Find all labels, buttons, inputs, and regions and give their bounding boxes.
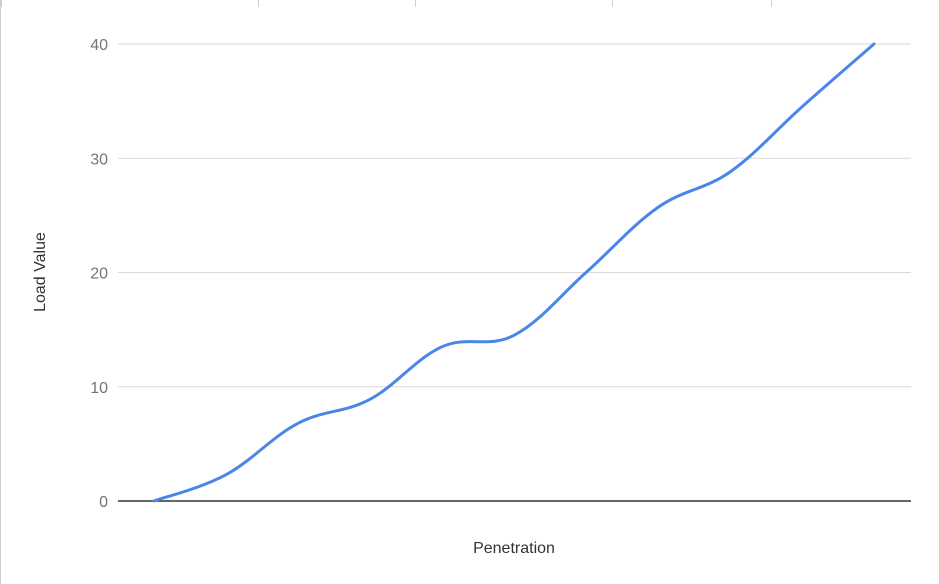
y-axis-tick-labels: 0 10 20 30 40	[90, 37, 108, 511]
y-tick-label: 0	[99, 494, 108, 511]
series-line	[152, 42, 876, 503]
grid-lines	[118, 43, 911, 388]
y-axis-title: Load Value	[32, 232, 49, 312]
y-tick-label: 10	[90, 380, 108, 397]
y-tick-label: 30	[90, 151, 108, 168]
x-axis-title: Penetration	[473, 540, 555, 557]
y-tick-label: 20	[90, 266, 108, 283]
top-tick-marks	[1, 0, 772, 7]
y-tick-label: 40	[90, 37, 108, 54]
